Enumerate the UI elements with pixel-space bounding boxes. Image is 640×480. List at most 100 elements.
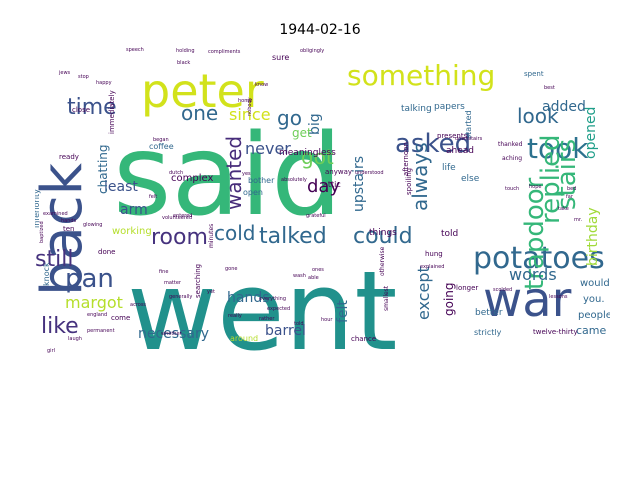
word-spent: spent xyxy=(524,70,544,78)
word-meaningless: meaningless xyxy=(279,148,336,158)
word-else: else xyxy=(461,174,480,184)
word-asked: asked xyxy=(395,129,471,159)
word-war: war xyxy=(483,272,572,328)
word-wanted: wanted xyxy=(222,136,246,210)
word-time: time xyxy=(67,95,117,120)
word-day: day xyxy=(307,176,340,197)
word-minutes: minutes xyxy=(208,224,215,248)
word-open: open xyxy=(243,188,263,197)
word-papers: papers xyxy=(434,102,465,112)
word-hands: hands xyxy=(227,290,270,306)
word-cold: cold xyxy=(214,221,255,245)
word-absolutely: absolutely xyxy=(281,177,307,183)
word-margot: margot xyxy=(65,293,123,312)
word-still: still xyxy=(35,247,73,272)
word-whether: whether xyxy=(161,331,183,337)
word-peter: peter xyxy=(141,64,264,118)
word-anyway: anyway xyxy=(325,168,352,176)
word-around: around xyxy=(230,334,258,343)
word-close: close xyxy=(72,106,90,114)
word-come: come xyxy=(111,314,130,322)
word-you: you. xyxy=(583,294,605,305)
word-things: things xyxy=(369,228,397,238)
word-dutch: dutch xyxy=(169,170,183,176)
word-laugh: laugh xyxy=(68,336,82,342)
word-nobody: nobody xyxy=(247,97,253,116)
word-told: told xyxy=(441,229,458,239)
word-baptized: baptized xyxy=(39,221,45,243)
word-far: far xyxy=(566,194,574,200)
word-really: really xyxy=(228,313,242,319)
word-said: said xyxy=(113,111,342,241)
word-ten: ten xyxy=(63,225,75,233)
word-talked: talked xyxy=(259,224,327,249)
word-searching: searching xyxy=(194,264,202,298)
word-pan: pan xyxy=(65,264,114,294)
word-expected: expected xyxy=(267,306,290,312)
word-started: started xyxy=(464,110,473,139)
word-downstairs: downstairs xyxy=(455,136,483,142)
word-compliments: compliments xyxy=(208,49,241,55)
word-grateful: grateful xyxy=(306,213,326,219)
word-felt: felt xyxy=(335,300,351,323)
word-went: went xyxy=(127,247,398,356)
word-black: black xyxy=(177,60,190,66)
word-england: england xyxy=(87,312,107,318)
word-holding: holding xyxy=(176,48,195,54)
word-knock: knock xyxy=(42,262,51,286)
word-stop: stop xyxy=(78,74,89,80)
word-upstairs: upstairs xyxy=(351,156,367,212)
word-added: added xyxy=(542,99,586,115)
word-except: except xyxy=(414,266,433,320)
word-least: least xyxy=(104,179,138,195)
word-smallest: smallest xyxy=(383,285,390,311)
word-hope: hope xyxy=(529,184,541,190)
word-ahead: ahead xyxy=(446,146,474,156)
word-girl: girl xyxy=(47,348,55,354)
word-understood: understood xyxy=(355,170,384,176)
word-like: like xyxy=(41,314,79,339)
word-got: got xyxy=(301,145,334,169)
word-back: back xyxy=(35,162,95,296)
word-inferiority: inferiority xyxy=(35,189,41,228)
word-rather: rather xyxy=(259,316,275,322)
word-home: home xyxy=(238,98,252,104)
word-done: done xyxy=(98,248,115,256)
word-attic: attic xyxy=(323,180,341,189)
word-entered: entered xyxy=(173,213,192,219)
word-began: began xyxy=(153,137,169,143)
word-coffee: coffee xyxy=(149,142,174,151)
word-generally: generally xyxy=(169,294,192,300)
word-birthday: birthday xyxy=(585,207,601,266)
word-speech: speech xyxy=(126,47,144,53)
word-ready: ready xyxy=(59,153,79,161)
word-bed: bed xyxy=(567,186,576,192)
word-know: know xyxy=(255,82,268,88)
word-get: get xyxy=(292,126,312,140)
word-mr: mr. xyxy=(574,217,582,223)
word-strictly: strictly xyxy=(474,328,502,337)
word-best: best xyxy=(544,85,555,91)
word-always: always xyxy=(408,142,432,211)
word-complex: complex xyxy=(171,173,213,184)
word-trapdoor: trapdoor xyxy=(520,177,550,290)
word-came: came xyxy=(576,324,607,337)
word-took: took xyxy=(527,132,589,165)
word-lessons: lessons xyxy=(549,294,568,300)
word-gone: gone xyxy=(225,266,237,272)
word-hour: hour xyxy=(321,317,333,323)
word-never: never xyxy=(245,139,291,158)
word-afternoon: afternoon xyxy=(402,142,410,176)
word-sure: sure xyxy=(272,53,289,62)
word-matter: matter xyxy=(164,280,182,286)
word-otherwise: otherwise xyxy=(379,246,386,276)
word-bother: bother xyxy=(248,176,275,185)
word-hands: hands xyxy=(61,218,77,224)
word-permanent: permanent xyxy=(87,328,115,334)
word-room: room xyxy=(151,225,208,250)
word-better: better xyxy=(475,308,503,318)
word-could: could xyxy=(353,224,413,249)
word-working: working xyxy=(112,226,152,237)
word-replied: replied xyxy=(536,134,566,224)
